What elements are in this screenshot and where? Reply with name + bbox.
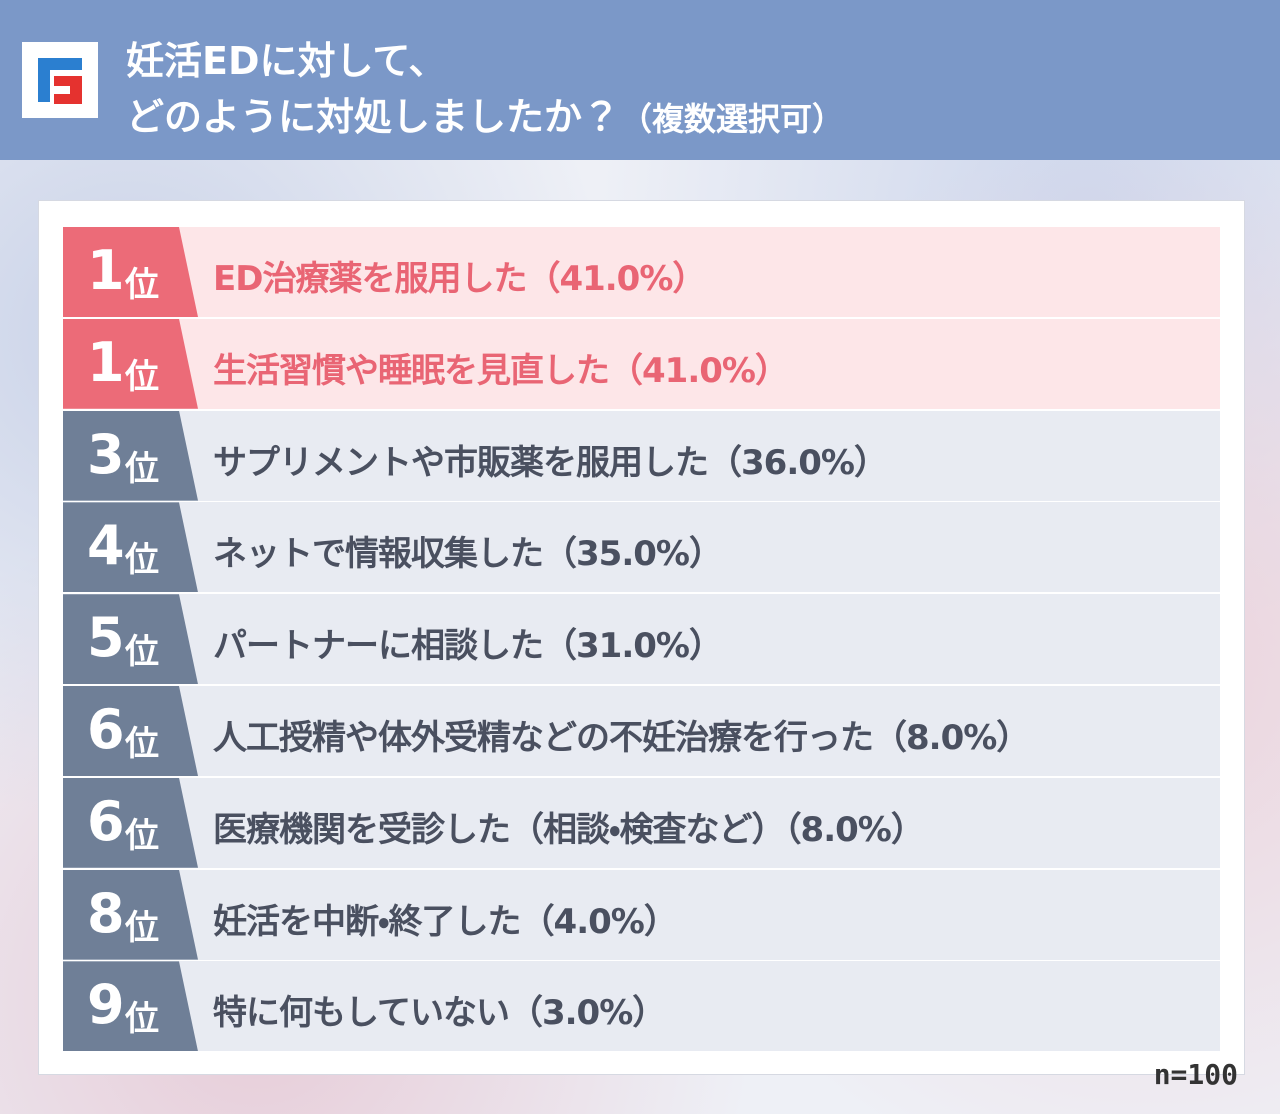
rank-suffix: 位 xyxy=(125,356,159,397)
label-text: ネットで情報収集した xyxy=(213,534,544,575)
ranking-row: 9 位特に何もしていない（3.0%） xyxy=(63,961,1220,1052)
label-percent: （4.0%） xyxy=(520,901,678,942)
row-label: サプリメントや市販薬を服用した（36.0%） xyxy=(213,435,888,484)
label-text: 人工授精や体外受精などの不妊治療を行った xyxy=(213,718,874,758)
label-percent: （41.0%） xyxy=(526,259,706,299)
row-label: 生活習慣や睡眠を見直した（41.0%） xyxy=(213,343,789,392)
header: 妊活EDに対して、 どのように対処しましたか？（複数選択可） xyxy=(0,0,1280,160)
title-line: 妊活EDに対して、 xyxy=(126,39,447,83)
ranking-row: 1 位生活習慣や睡眠を見直した（41.0%） xyxy=(63,318,1220,409)
rank-number: 8 xyxy=(87,881,125,945)
rank-suffix: 位 xyxy=(125,265,159,305)
ranking-row: 8 位妊活を中断・終了した（4.0%） xyxy=(63,869,1220,960)
label-text: ED治療薬を服用した xyxy=(213,259,527,299)
rank-number: 4 xyxy=(87,514,125,578)
row-label: 特に何もしていない（3.0%） xyxy=(213,985,666,1034)
logo-icon xyxy=(38,58,82,104)
label-percent: （8.0%） xyxy=(784,809,925,850)
rank-number: 5 xyxy=(87,606,125,670)
label-percent: （8.0%） xyxy=(873,718,1030,758)
ranking-row: 4 位ネットで情報収集した（35.0%） xyxy=(63,502,1220,593)
row-label: 妊活を中断・終了した（4.0%） xyxy=(213,894,678,943)
ranking-row: 5 位パートナーに相談した（31.0%） xyxy=(63,594,1220,685)
label-percent: （3.0%） xyxy=(508,993,666,1034)
ranking-row: 3 位サプリメントや市販薬を服用した（36.0%） xyxy=(63,410,1220,501)
label-percent: （41.0%） xyxy=(609,350,789,391)
ranking-row: 1 位 ED治療薬を服用した（41.0%） xyxy=(63,227,1220,317)
row-label: ネットで情報収集した（35.0%） xyxy=(213,526,723,575)
rank-suffix: 位 xyxy=(125,907,159,948)
title-line: どのように対処しましたか？（複数選択可） xyxy=(126,86,844,141)
rank-number: 3 xyxy=(87,422,125,486)
rank-suffix: 位 xyxy=(125,724,159,764)
rank-suffix: 位 xyxy=(125,540,159,581)
ranking-row: 6 位医療機関を受診した（相談・検査など）（8.0%） xyxy=(63,777,1220,868)
row-label: パートナーに相談した（31.0%） xyxy=(213,618,723,667)
ranking-row: 6 位人工授精や体外受精などの不妊治療を行った（8.0%） xyxy=(63,686,1220,776)
rank-number: 1 xyxy=(87,239,125,302)
row-label: ED治療薬を服用した（41.0%） xyxy=(213,251,706,300)
rank-suffix: 位 xyxy=(125,448,159,489)
label-text: サプリメントや市販薬を服用した xyxy=(213,442,709,483)
rank-number: 6 xyxy=(87,789,125,853)
rank-number: 1 xyxy=(87,330,125,394)
label-text: パートナーに相談した xyxy=(213,626,544,667)
label-percent: （36.0%） xyxy=(708,442,888,483)
label-percent: （31.0%） xyxy=(543,626,723,667)
label-text: 特に何もしていない xyxy=(213,993,510,1034)
label-text: 医療機関を受診した（相談・検査など） xyxy=(213,809,786,850)
rank-number: 9 xyxy=(87,973,125,1037)
logo xyxy=(22,42,98,118)
sample-size: n=100 xyxy=(1153,1058,1238,1091)
title-note: （複数選択可） xyxy=(620,100,845,138)
title-text: どのように対処しましたか？ xyxy=(126,95,621,139)
rank-suffix: 位 xyxy=(125,815,159,856)
row-label: 人工授精や体外受精などの不妊治療を行った（8.0%） xyxy=(213,710,1030,759)
label-percent: （35.0%） xyxy=(543,534,723,575)
rank-suffix: 位 xyxy=(125,999,159,1040)
label-text: 生活習慣や睡眠を見直した xyxy=(213,350,610,391)
row-label: 医療機関を受診した（相談・検査など）（8.0%） xyxy=(213,802,925,851)
label-text: 妊活を中断・終了した xyxy=(213,901,522,942)
rank-suffix: 位 xyxy=(125,632,159,673)
rank-number: 6 xyxy=(87,698,125,761)
